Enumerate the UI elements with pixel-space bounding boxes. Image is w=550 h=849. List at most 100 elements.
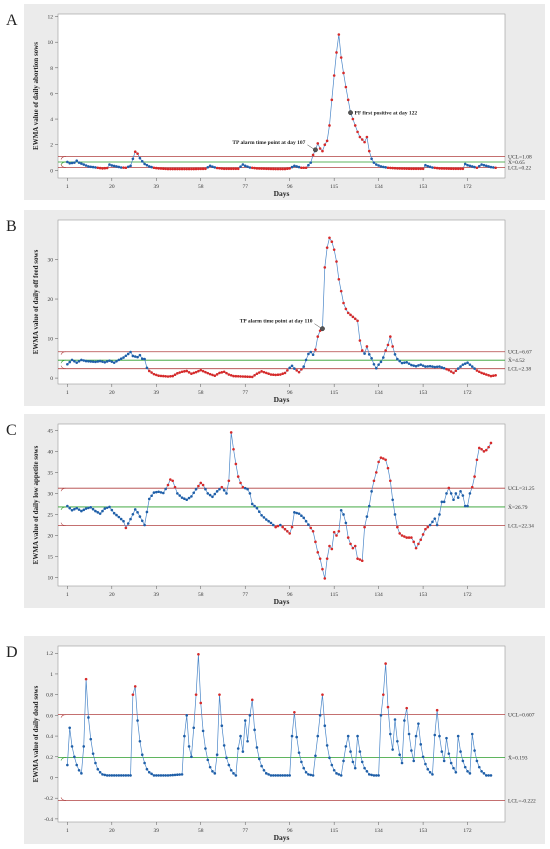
out-of-control-point <box>417 167 420 171</box>
data-point <box>164 774 167 777</box>
data-point <box>435 365 439 369</box>
x-tick-label: 96 <box>287 390 293 396</box>
data-point <box>80 772 83 775</box>
data-point <box>192 726 196 730</box>
out-of-control-point <box>321 693 324 696</box>
data-point <box>246 165 249 168</box>
panel-c-box: 10 15 20 25 30 35 40 45 1 20 39 58 77 96 115 134 153 172 D… <box>24 414 545 608</box>
out-of-control-point <box>339 56 343 59</box>
out-of-control-point <box>197 167 200 171</box>
data-point <box>122 774 125 777</box>
data-point <box>370 490 373 493</box>
y-tick-label: 1.2 <box>46 651 53 657</box>
y-tick-label: 2 <box>50 143 53 149</box>
limit-label-lcl: LCL=-0.222 <box>508 798 536 804</box>
data-point <box>372 161 376 164</box>
data-point <box>208 493 212 497</box>
data-point <box>112 164 116 168</box>
data-point <box>466 504 469 508</box>
data-point <box>246 739 249 743</box>
out-of-control-point <box>171 374 174 378</box>
out-of-control-point <box>166 375 170 378</box>
out-of-control-point <box>335 534 338 537</box>
out-of-control-point <box>150 371 153 374</box>
data-point <box>166 774 170 777</box>
data-point <box>421 755 425 759</box>
data-point <box>208 164 212 168</box>
out-of-control-point <box>220 371 224 374</box>
data-point <box>70 358 74 362</box>
data-point <box>91 507 95 511</box>
data-point <box>101 360 104 363</box>
data-point <box>407 362 411 365</box>
out-of-control-point <box>260 167 263 170</box>
out-of-control-point <box>330 240 334 244</box>
out-of-control-point <box>229 374 233 377</box>
out-of-control-point <box>199 481 203 485</box>
x-axis-label: Days <box>274 597 290 606</box>
limit-label-mean: X̄=4.52 <box>508 357 525 364</box>
out-of-control-point <box>335 260 338 263</box>
data-point <box>470 365 474 368</box>
out-of-control-point <box>250 166 254 170</box>
out-of-control-point <box>267 167 270 171</box>
data-point <box>342 513 345 516</box>
x-tick-label: 172 <box>463 390 472 396</box>
out-of-control-point <box>253 166 256 170</box>
data-point <box>222 744 226 747</box>
out-of-control-point <box>386 343 390 347</box>
data-point <box>129 350 132 354</box>
data-point <box>204 747 207 750</box>
out-of-control-point <box>246 375 249 378</box>
out-of-control-point <box>316 335 320 338</box>
data-point <box>267 773 270 776</box>
out-of-control-point <box>349 542 352 546</box>
data-point <box>440 500 444 504</box>
data-point <box>176 773 179 777</box>
out-of-control-point <box>337 530 341 533</box>
data-point <box>309 773 313 777</box>
limit-hook <box>60 487 67 492</box>
data-point <box>281 774 284 777</box>
out-of-control-point <box>199 701 203 705</box>
data-point <box>272 774 275 777</box>
x-tick-label: 153 <box>419 592 428 598</box>
out-of-control-point <box>176 167 179 171</box>
out-of-control-point <box>484 448 488 452</box>
out-of-control-point <box>286 369 289 372</box>
data-point <box>84 164 88 167</box>
data-point <box>241 750 245 753</box>
data-point <box>344 521 348 525</box>
data-point <box>431 166 434 169</box>
out-of-control-point <box>239 481 242 485</box>
data-point <box>293 511 296 514</box>
out-of-control-point <box>241 485 245 489</box>
data-point <box>133 355 137 358</box>
data-point <box>302 365 306 368</box>
data-point <box>262 516 266 519</box>
data-point <box>140 519 144 523</box>
out-of-control-point <box>152 166 156 170</box>
data-point <box>339 508 343 512</box>
out-of-control-point <box>316 551 320 554</box>
x-tick-label: 58 <box>198 828 204 834</box>
out-of-control-point <box>374 471 378 474</box>
data-point <box>243 486 247 490</box>
out-of-control-point <box>166 483 170 487</box>
out-of-control-point <box>253 374 256 377</box>
data-point <box>73 161 76 164</box>
data-point <box>80 358 83 362</box>
data-point <box>323 724 327 728</box>
data-point <box>82 163 86 166</box>
limit-label-mean: X̄=0.193 <box>508 754 528 761</box>
out-of-control-point <box>414 546 418 550</box>
out-of-control-point <box>239 375 242 378</box>
data-point <box>157 490 160 494</box>
data-point <box>424 163 427 167</box>
data-point <box>445 492 448 495</box>
x-tick-label: 115 <box>330 184 338 190</box>
data-point <box>84 507 88 510</box>
data-point <box>227 763 231 767</box>
out-of-control-point <box>187 167 191 171</box>
data-point <box>438 365 441 368</box>
